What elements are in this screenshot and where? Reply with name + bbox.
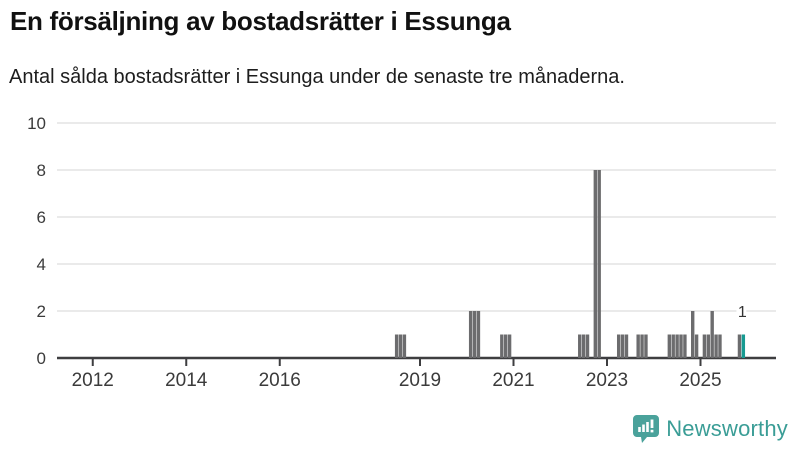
bar xyxy=(636,334,640,358)
brand-footer: Newsworthy xyxy=(633,414,788,444)
bar xyxy=(644,334,648,358)
y-tick-label: 10 xyxy=(27,114,46,133)
y-tick-label: 8 xyxy=(37,161,46,180)
chart-subtitle: Antal sålda bostadsrätter i Essunga unde… xyxy=(9,66,625,88)
bar xyxy=(593,170,598,358)
bar xyxy=(718,334,722,358)
x-tick-label: 2016 xyxy=(259,370,301,391)
bar xyxy=(667,334,672,358)
bar xyxy=(507,334,512,358)
bar xyxy=(710,311,714,358)
bar xyxy=(691,311,695,358)
bar xyxy=(398,334,403,358)
bar xyxy=(394,334,399,358)
x-tick-label: 2021 xyxy=(492,370,534,391)
bar xyxy=(468,311,473,358)
y-tick-label: 0 xyxy=(37,349,46,368)
bar xyxy=(616,334,621,358)
bar xyxy=(702,334,707,358)
bar xyxy=(581,334,586,358)
bar xyxy=(694,334,699,358)
latest-value-label: 1 xyxy=(738,304,747,321)
x-tick-label: 2023 xyxy=(586,370,628,391)
y-tick-label: 6 xyxy=(37,208,46,227)
bar xyxy=(597,170,601,358)
brand-name: Newsworthy xyxy=(666,416,788,441)
x-tick-label: 2019 xyxy=(399,370,441,391)
bar xyxy=(737,334,742,358)
x-tick-label: 2025 xyxy=(679,370,721,391)
bar xyxy=(578,334,582,358)
bar xyxy=(504,334,508,358)
page-title: En försäljning av bostadsrätter i Essung… xyxy=(10,6,511,36)
bar xyxy=(476,311,481,358)
bar xyxy=(640,334,644,358)
bar xyxy=(500,334,504,358)
y-tick-label: 4 xyxy=(37,255,46,274)
newsworthy-bubble-barchart-icon xyxy=(633,415,660,443)
x-tick-label: 2012 xyxy=(72,370,114,391)
x-tick-label: 2014 xyxy=(165,370,208,391)
bar xyxy=(620,334,625,358)
bar xyxy=(671,334,675,358)
bar xyxy=(683,334,687,358)
bar xyxy=(585,334,590,358)
latest-value-bar xyxy=(741,334,746,358)
bar xyxy=(624,334,629,358)
bar xyxy=(714,334,718,358)
bar xyxy=(675,334,679,358)
bar xyxy=(706,334,710,358)
bar xyxy=(679,334,683,358)
y-tick-label: 2 xyxy=(37,302,46,321)
bar xyxy=(402,334,407,358)
bar xyxy=(472,311,477,358)
